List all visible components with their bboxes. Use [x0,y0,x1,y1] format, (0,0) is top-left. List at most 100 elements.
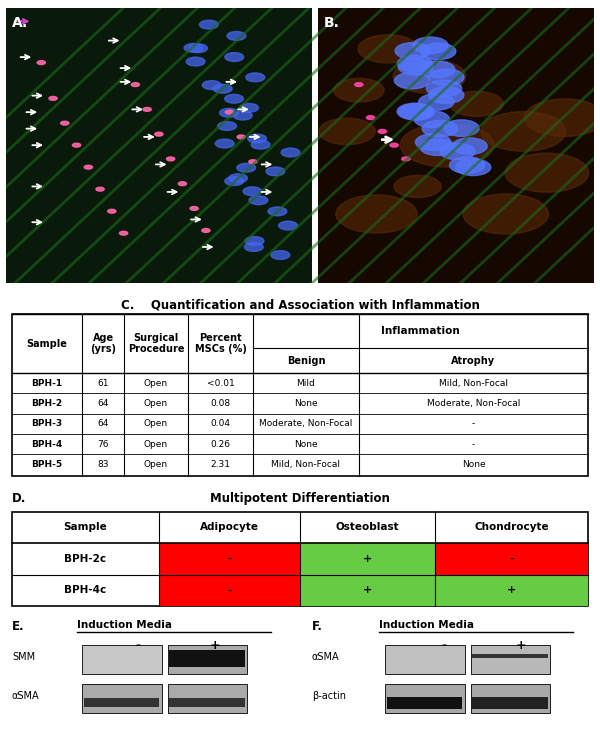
Text: +: + [515,639,526,652]
Circle shape [422,120,457,137]
Text: BPH-3: BPH-3 [32,420,63,429]
Circle shape [186,57,205,66]
Circle shape [421,43,456,60]
Circle shape [481,112,566,151]
Text: None: None [294,440,317,448]
Circle shape [367,116,374,119]
Text: None: None [461,460,485,469]
Text: 64: 64 [97,399,109,408]
Circle shape [131,82,139,86]
Text: BPH-4c: BPH-4c [64,585,107,595]
Circle shape [244,243,263,252]
Circle shape [278,222,298,230]
Circle shape [266,167,285,176]
Circle shape [399,104,434,120]
Circle shape [248,134,266,143]
Bar [12,314,588,476]
Bar [300,575,435,606]
Bar [82,684,162,713]
Circle shape [167,157,175,161]
Circle shape [420,139,455,156]
Text: None: None [294,399,317,408]
Circle shape [419,94,454,110]
Circle shape [225,177,244,185]
Bar [12,512,588,606]
Circle shape [449,91,503,116]
Circle shape [243,187,262,196]
Text: +: + [209,639,220,652]
Circle shape [73,143,80,147]
Text: 83: 83 [97,460,109,469]
Text: SMM: SMM [12,652,35,662]
Circle shape [239,104,259,112]
Text: +: + [507,585,517,595]
Circle shape [390,143,398,147]
Circle shape [358,35,418,63]
Text: 0.08: 0.08 [211,399,230,408]
Bar [317,8,594,283]
Circle shape [378,129,386,133]
Circle shape [419,61,455,78]
Circle shape [249,196,268,205]
Bar [385,684,464,713]
Bar [435,543,588,575]
Text: -: - [136,639,141,652]
Circle shape [334,79,384,102]
Text: 76: 76 [97,440,109,448]
Text: Sample: Sample [64,522,107,532]
Circle shape [281,148,300,157]
Text: Open: Open [144,379,168,388]
Circle shape [393,60,466,93]
Circle shape [452,138,487,154]
Text: Multipotent Differentiation: Multipotent Differentiation [210,491,390,505]
Text: 0.04: 0.04 [211,420,230,429]
Text: -: - [509,554,514,564]
Bar [168,646,247,674]
Circle shape [402,157,410,161]
Text: Age
(yrs): Age (yrs) [90,333,116,355]
Text: +: + [363,585,372,595]
Text: -: - [472,440,475,448]
Circle shape [397,55,433,72]
Circle shape [202,228,210,232]
Bar [472,655,548,658]
Circle shape [427,80,461,97]
Text: BPH-5: BPH-5 [32,460,63,469]
Circle shape [246,73,265,82]
Text: Moderate, Non-Focal: Moderate, Non-Focal [259,420,353,429]
Circle shape [397,104,433,119]
Circle shape [394,73,430,89]
Text: 64: 64 [97,420,109,429]
Text: +: + [363,554,372,564]
Text: Open: Open [144,440,168,448]
Bar [435,575,588,606]
Text: D.: D. [12,491,26,505]
Circle shape [184,43,203,52]
Text: C.    Quantification and Association with Inflammation: C. Quantification and Association with I… [121,299,479,312]
Circle shape [189,44,208,53]
Circle shape [395,42,430,59]
Text: Open: Open [144,460,168,469]
Circle shape [61,121,69,125]
Circle shape [229,174,247,183]
Circle shape [455,159,491,175]
Circle shape [355,82,363,86]
Circle shape [413,37,448,54]
Circle shape [271,250,290,259]
Circle shape [119,231,128,235]
Text: Adipocyte: Adipocyte [200,522,259,532]
Circle shape [213,85,232,93]
Circle shape [227,32,246,40]
Bar [470,646,550,674]
Circle shape [463,194,548,234]
Text: 61: 61 [97,379,109,388]
Text: Inflammation: Inflammation [381,326,460,336]
Bar [387,697,462,708]
Text: 2.31: 2.31 [211,460,230,469]
Text: Mild, Non-Focal: Mild, Non-Focal [271,460,340,469]
Circle shape [96,187,104,191]
Circle shape [251,141,270,149]
Circle shape [233,111,252,120]
Text: Mild, Non-Focal: Mild, Non-Focal [439,379,508,388]
Text: Benign: Benign [287,355,325,366]
